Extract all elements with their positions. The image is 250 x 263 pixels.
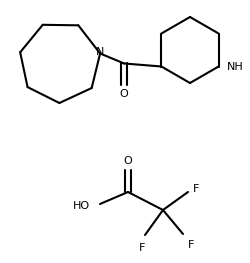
Text: F: F xyxy=(188,240,194,250)
Text: O: O xyxy=(120,89,128,99)
Text: O: O xyxy=(124,156,132,166)
Text: F: F xyxy=(139,243,145,253)
Text: N: N xyxy=(96,48,104,58)
Text: NH: NH xyxy=(226,63,243,73)
Text: F: F xyxy=(193,184,200,194)
Text: HO: HO xyxy=(73,201,90,211)
